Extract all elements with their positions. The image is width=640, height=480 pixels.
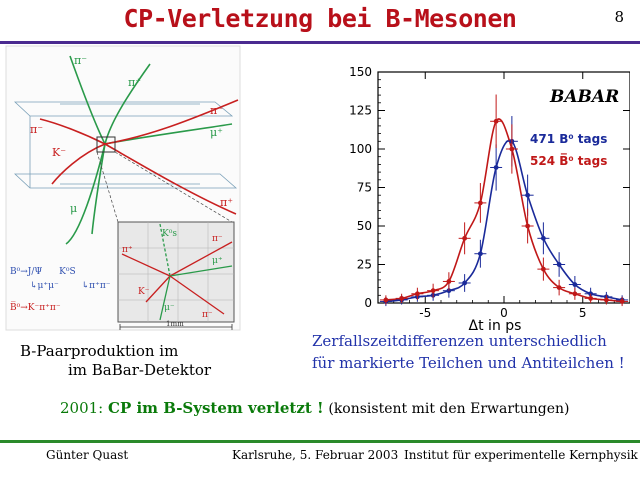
data-point: [477, 251, 483, 257]
x-tick-label: -5: [419, 306, 431, 320]
footer-author: Günter Quast: [46, 448, 129, 462]
result-note: (konsistent mit den Erwartungen): [328, 401, 570, 417]
slide-title: CP-Verletzung bei B-Mesonen: [123, 4, 517, 33]
y-tick-label: 25: [357, 258, 372, 272]
data-point: [556, 285, 562, 290]
data-point: [619, 299, 625, 304]
page-number: 8: [614, 8, 624, 26]
y-axis-ticks: 0 25 50 75 100 125 150: [349, 65, 630, 310]
data-point: [462, 235, 468, 241]
x-tick-label: 0: [500, 306, 508, 320]
event-display-svg: π⁻ π⁺ π⁻ μ⁺ π⁻ K⁻ μ π⁺ B⁰→J/Ψ K⁰S ↳μ⁺μ⁻ …: [5, 45, 241, 331]
dt-chart: 0 25 50 75 100 125 150 -5 0 5 BABAR 471 B⁰ tags …: [330, 62, 631, 338]
data-point: [525, 192, 531, 198]
x-axis-ticks: -5 0 5: [377, 72, 631, 320]
decay-ks: K⁰S: [59, 267, 76, 277]
label-mu-minus: μ: [70, 202, 77, 215]
inset-ks: K⁰s: [162, 229, 177, 239]
decay-line-2: ↳μ⁺μ⁻ ↳π⁺π⁻: [30, 281, 111, 291]
data-points: [379, 94, 629, 307]
fit-curve-1: [385, 118, 623, 303]
label-mu-plus: μ⁺: [210, 126, 223, 139]
data-point: [556, 262, 562, 267]
data-point: [540, 235, 546, 241]
data-point: [477, 200, 483, 206]
bottom-rule: [0, 440, 640, 443]
data-point: [446, 279, 452, 284]
legend-b0bar: 524 B̅⁰ tags: [530, 154, 607, 168]
fit-curve-0: [385, 139, 623, 303]
caption-right-line2: für markierte Teilchen und Antiteilchen …: [312, 354, 625, 372]
zoom-lines: [96, 151, 233, 223]
plot-frame: [377, 71, 631, 304]
data-point: [414, 291, 420, 297]
y-tick-label: 100: [349, 142, 372, 156]
y-tick-label: 75: [357, 181, 372, 195]
event-display: π⁻ π⁺ π⁻ μ⁺ π⁻ K⁻ μ π⁺ B⁰→J/Ψ K⁰S ↳μ⁺μ⁻ …: [0, 44, 246, 334]
inset-scale-bar: [119, 324, 233, 330]
inset-k-minus: K⁻: [138, 287, 150, 297]
result-line: 2001: CP im B-System verletzt ! (konsist…: [60, 399, 569, 417]
data-point: [540, 266, 546, 272]
data-point: [446, 288, 452, 294]
inset-scale-label: 1mm: [166, 320, 184, 328]
y-tick-label: 125: [349, 104, 372, 118]
babar-logo: BABAR: [549, 87, 619, 107]
decay-b0bar: B̅⁰→K⁻π⁺π⁻: [10, 301, 61, 313]
data-point: [603, 297, 609, 303]
label-pi-left: π⁻: [30, 123, 43, 136]
decay-mumu: ↳μ⁺μ⁻: [30, 281, 59, 291]
vertex-box: [96, 136, 116, 153]
red-tracks: [39, 99, 239, 215]
x-tick-label: 5: [579, 306, 587, 320]
top-rule: [0, 41, 640, 44]
data-point: [383, 297, 389, 303]
y-tick-label: 0: [364, 296, 372, 310]
data-point: [430, 288, 436, 294]
data-point: [462, 280, 468, 286]
legend-b0: 471 B⁰ tags: [530, 132, 607, 146]
caption-right-line1: Zerfallszeitdifferenzen unterschiedlich: [312, 332, 607, 350]
data-point: [572, 291, 578, 297]
result-year: 2001:: [60, 399, 104, 417]
label-k-minus: K⁻: [52, 146, 66, 159]
y-tick-label: 150: [349, 65, 372, 79]
decay-pipi: ↳π⁺π⁻: [82, 281, 111, 291]
data-point: [493, 118, 499, 124]
y-tick-label: 50: [357, 219, 372, 233]
inset-pi-plus: π⁺: [122, 245, 133, 255]
decay-b0-jpsi: B⁰→J/Ψ: [10, 267, 42, 277]
inset-tracks: [121, 223, 233, 321]
data-point: [493, 165, 499, 170]
label-pi-plus-top: π⁺: [128, 76, 141, 89]
inset-mu-plus: μ⁺: [212, 256, 223, 266]
data-point: [525, 223, 531, 229]
inset-pi-minus-b: π⁻: [202, 310, 213, 320]
label-pi-right: π⁻: [210, 104, 223, 117]
caption-left-line2: im BaBar-Detektor: [68, 361, 212, 379]
data-point: [399, 295, 405, 301]
fit-curves: [385, 118, 623, 303]
inset-grid: [118, 222, 234, 322]
footer-place-date: Karlsruhe, 5. Februar 2003: [232, 448, 399, 462]
inset-pi-minus-r: π⁻: [212, 234, 223, 244]
data-point: [572, 282, 578, 287]
inset-mu-minus: μ⁻: [164, 303, 175, 313]
result-statement: CP im B-System verletzt !: [108, 399, 324, 417]
vertex-inset: K⁰s π⁺ π⁻ μ⁺ K⁻ μ⁻ π⁻ 1mm: [117, 221, 235, 330]
x-axis-label: Δt in ps: [469, 318, 522, 334]
footer-institute: Institut für experimentelle Kernphysik: [404, 448, 638, 462]
data-point: [509, 146, 515, 152]
data-point: [588, 295, 594, 301]
caption-left-line1: B-Paarproduktion im: [20, 342, 179, 360]
label-pi-top: π⁻: [74, 54, 87, 67]
decay-line-1: B⁰→J/Ψ K⁰S: [10, 267, 76, 277]
label-pi-plus-right: π⁺: [220, 196, 233, 209]
